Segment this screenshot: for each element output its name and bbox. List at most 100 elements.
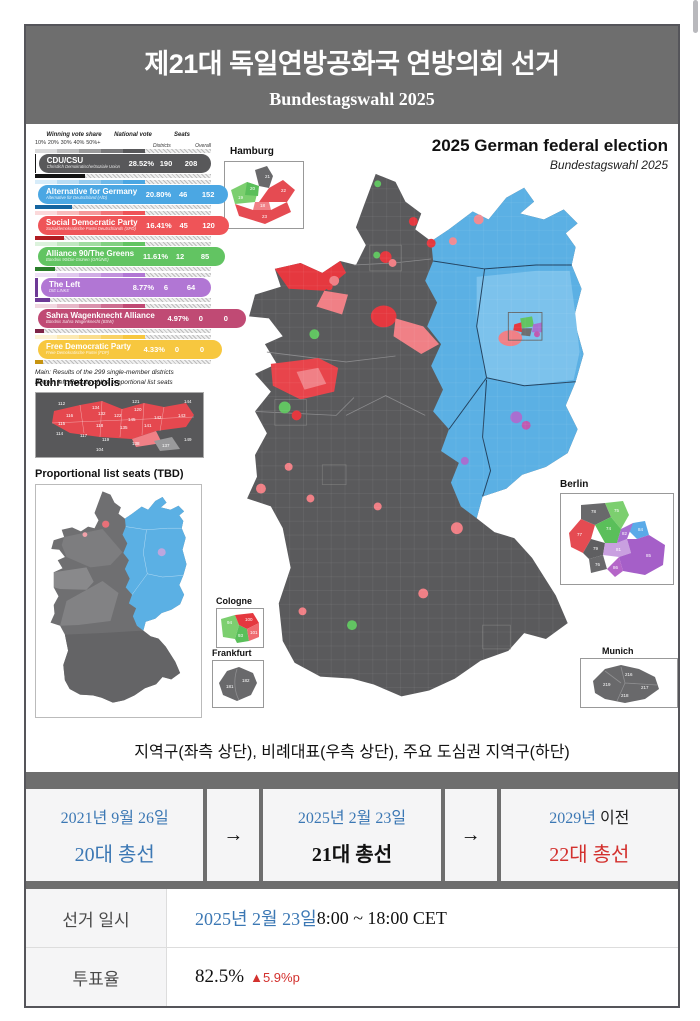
page-subtitle: Bundestagswahl 2025 bbox=[269, 89, 435, 109]
svg-text:120: 120 bbox=[134, 407, 142, 412]
svg-text:134: 134 bbox=[92, 405, 100, 410]
legend-party-row: Alliance 90/The Greens Bündnis 90/Die Grü… bbox=[35, 242, 226, 271]
party-color-tick bbox=[35, 154, 36, 173]
share-scale-bar bbox=[35, 211, 211, 215]
inset-map-ruhr: 112 134 121 144 116 132 122 120 145 142 143 115 118 1… bbox=[35, 392, 204, 458]
svg-text:22: 22 bbox=[281, 188, 287, 193]
inset-label-ruhr: Ruhr metropolis bbox=[35, 377, 120, 389]
legend-party-row: The Left DIE LINKE 8.77% 6 64 bbox=[35, 273, 211, 302]
share-scale-bar bbox=[35, 335, 211, 339]
svg-text:219: 219 bbox=[603, 682, 611, 687]
share-header: Winning vote share bbox=[46, 132, 102, 138]
result-bar bbox=[35, 329, 211, 333]
seats-overall-header: Overall bbox=[195, 143, 211, 149]
inset-map-hamburg: 21 22 20 19 18 23 bbox=[224, 161, 304, 229]
result-bar bbox=[35, 205, 211, 209]
svg-text:18: 18 bbox=[260, 203, 266, 208]
share-scale-bar bbox=[35, 242, 211, 246]
map-caption: 지역구(좌측 상단), 비례대표(우측 상단), 주요 도심권 지역구(하단) bbox=[134, 744, 570, 761]
legend-party-row: Social Democratic Party Sozialdemokratisc… bbox=[35, 211, 229, 240]
svg-text:21: 21 bbox=[265, 174, 271, 179]
next-election-year-link[interactable]: 2029년 bbox=[549, 809, 596, 827]
svg-text:216: 216 bbox=[625, 672, 633, 677]
svg-text:76: 76 bbox=[595, 562, 601, 567]
inset-label-hamburg: Hamburg bbox=[230, 146, 274, 157]
legend-party-row: Free Democratic Party Freie Demokratische… bbox=[35, 335, 222, 364]
legend-notes: Main: Results of the 299 single-member d… bbox=[35, 369, 174, 386]
svg-text:100: 100 bbox=[245, 617, 253, 622]
legend-party-row: CDU/CSU Christlich Demokratische/Soziale … bbox=[35, 149, 211, 178]
result-bar bbox=[35, 236, 211, 240]
timeline-current-election: 2025년 2월 23일 21대 총선 bbox=[263, 789, 441, 881]
inset-map-cologne: 94 100 93 101 bbox=[216, 608, 264, 648]
svg-text:79: 79 bbox=[593, 546, 599, 551]
turnout-row: 투표율 82.5% ▲5.9%p bbox=[26, 947, 678, 1006]
share-scale-bar bbox=[35, 149, 211, 153]
scrollbar-thumb[interactable] bbox=[693, 0, 698, 33]
svg-text:144: 144 bbox=[184, 399, 192, 404]
svg-text:82: 82 bbox=[622, 531, 628, 536]
previous-election-link[interactable]: 20대 총선 bbox=[74, 843, 155, 866]
svg-text:149: 149 bbox=[184, 437, 192, 442]
svg-text:104: 104 bbox=[96, 447, 104, 452]
svg-text:141: 141 bbox=[144, 423, 152, 428]
party-color-tick bbox=[35, 278, 38, 297]
schedule-row: 선거 일시 2025년 2월 23일 8:00 ~ 18:00 CET bbox=[26, 889, 678, 947]
svg-text:181: 181 bbox=[226, 684, 234, 689]
svg-text:78: 78 bbox=[591, 509, 597, 514]
svg-text:86: 86 bbox=[613, 565, 619, 570]
svg-text:93: 93 bbox=[238, 633, 244, 638]
map-title: 2025 German federal election bbox=[431, 136, 668, 155]
current-election-label: 21대 총선 bbox=[311, 843, 393, 866]
share-scale-bar bbox=[35, 180, 211, 184]
schedule-time: 8:00 ~ 18:00 CET bbox=[316, 907, 447, 928]
svg-text:23: 23 bbox=[262, 214, 268, 219]
svg-text:143: 143 bbox=[178, 413, 186, 418]
inset-label-frankfurt: Frankfurt bbox=[212, 648, 252, 658]
svg-text:19: 19 bbox=[238, 195, 244, 200]
share-scale-bar bbox=[35, 273, 211, 277]
current-election-date-link[interactable]: 2025년 2월 23일 bbox=[297, 809, 407, 827]
map-title-block: 2025 German federal election Bundestagsw… bbox=[432, 136, 668, 172]
svg-text:77: 77 bbox=[577, 532, 583, 537]
svg-text:101: 101 bbox=[250, 630, 258, 635]
svg-text:122: 122 bbox=[114, 413, 122, 418]
svg-text:137: 137 bbox=[162, 443, 170, 448]
turnout-delta: ▲5.9%p bbox=[250, 969, 300, 985]
schedule-date-link[interactable]: 2025년 2월 23일 bbox=[195, 909, 317, 929]
share-scale-bar bbox=[35, 304, 211, 308]
next-election-link[interactable]: 22대 총선 bbox=[549, 843, 630, 866]
svg-text:135: 135 bbox=[120, 425, 128, 430]
result-bar bbox=[35, 267, 211, 271]
party-legend: Winning vote share 10% 20% 30% 40% 50%+ Nati… bbox=[35, 132, 246, 388]
svg-text:121: 121 bbox=[132, 399, 140, 404]
seats-header: Seats bbox=[173, 132, 190, 138]
page-title: 제21대 독일연방공화국 연방의회 선거 bbox=[144, 49, 560, 79]
inset-map-munich: 216 219 217 218 bbox=[580, 658, 678, 708]
schedule-label: 선거 일시 bbox=[26, 889, 167, 947]
timeline-arrow: → bbox=[207, 789, 260, 881]
map-subtitle: Bundestagswahl 2025 bbox=[549, 158, 668, 172]
svg-text:114: 114 bbox=[56, 431, 64, 436]
inset-map-frankfurt: 181 182 bbox=[212, 660, 264, 708]
legend-party-row: Sahra Wagenknecht Alliance Bündnis Sahra … bbox=[35, 304, 246, 333]
turnout-label: 투표율 bbox=[26, 948, 167, 1006]
svg-text:115: 115 bbox=[58, 421, 66, 426]
infobox-header: 제21대 독일연방공화국 연방의회 선거 Bundestagswahl 2025 bbox=[26, 26, 678, 124]
svg-text:182: 182 bbox=[242, 678, 250, 683]
timeline-next-election: 2029년 이전 22대 총선 bbox=[500, 789, 678, 881]
inset-map-proportional bbox=[35, 484, 202, 718]
svg-text:218: 218 bbox=[621, 693, 629, 698]
svg-text:116: 116 bbox=[66, 413, 74, 418]
national-vote-header: National vote bbox=[114, 132, 152, 138]
legend-party-row: Alternative for Germany Alternative für D… bbox=[35, 180, 229, 209]
inset-label-cologne: Cologne bbox=[216, 596, 252, 606]
inset-map-berlin: 78 77 75 74 79 76 84 82 81 85 86 bbox=[560, 493, 674, 585]
svg-text:94: 94 bbox=[227, 620, 233, 625]
svg-text:112: 112 bbox=[58, 401, 66, 406]
result-bar bbox=[35, 360, 211, 364]
svg-text:142: 142 bbox=[154, 415, 162, 420]
svg-text:119: 119 bbox=[102, 437, 110, 442]
previous-election-date-link[interactable]: 2021년 9월 26일 bbox=[60, 809, 169, 827]
timeline-arrow: → bbox=[444, 789, 497, 881]
